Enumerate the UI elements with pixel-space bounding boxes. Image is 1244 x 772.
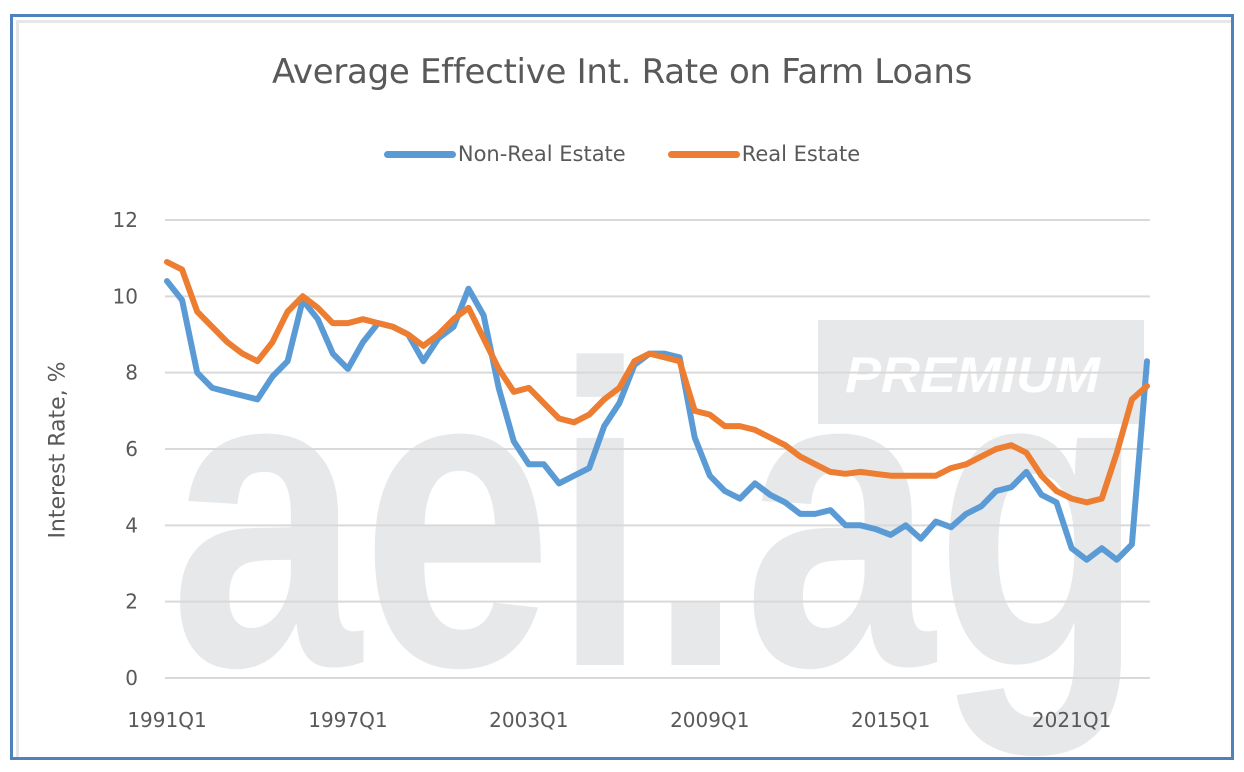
legend-item-real-estate: Real Estate (667, 142, 861, 166)
svg-text:2: 2 (125, 590, 138, 614)
svg-text:2003Q1: 2003Q1 (489, 708, 568, 732)
svg-text:2009Q1: 2009Q1 (670, 708, 749, 732)
svg-text:10: 10 (113, 284, 138, 308)
legend-swatch-blue (383, 150, 456, 158)
series-lines (164, 259, 1150, 563)
svg-text:8: 8 (125, 361, 138, 385)
svg-text:2015Q1: 2015Q1 (851, 708, 930, 732)
legend: Non-Real Estate Real Estate (0, 142, 1244, 166)
watermark-aei-ag: aei.agPREMIUM (170, 277, 1145, 759)
svg-text:6: 6 (125, 437, 138, 461)
chart-title: Average Effective Int. Rate on Farm Loan… (271, 52, 973, 92)
y-axis-ticks: 0 2 4 6 8 10 12 (113, 208, 138, 690)
svg-text:4: 4 (125, 513, 138, 537)
y-axis-label: Interest Rate, % (45, 361, 71, 539)
legend-item-non-real-estate: Non-Real Estate (383, 142, 626, 166)
series-line-real-estate (164, 259, 1150, 506)
legend-swatch-orange (667, 150, 740, 158)
gridlines (165, 219, 1150, 679)
svg-text:1991Q1: 1991Q1 (127, 708, 206, 732)
legend-label: Real Estate (741, 142, 861, 166)
x-axis-ticks: 1991Q1 1997Q1 2003Q1 2009Q1 2015Q1 2021Q1 (127, 708, 1111, 732)
svg-text:2021Q1: 2021Q1 (1032, 708, 1111, 732)
chart-inner-border (16, 20, 1231, 757)
svg-text:0: 0 (125, 666, 138, 690)
svg-text:12: 12 (113, 208, 138, 232)
svg-text:1997Q1: 1997Q1 (308, 708, 387, 732)
legend-label: Non-Real Estate (457, 142, 626, 166)
svg-text:PREMIUM: PREMIUM (845, 347, 1101, 403)
